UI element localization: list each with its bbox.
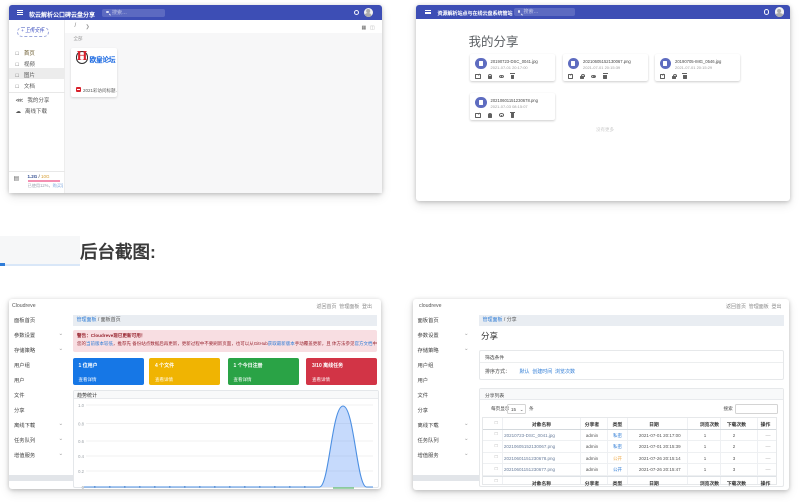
svg-text:0.2: 0.2 xyxy=(78,469,84,474)
svg-text:0.6: 0.6 xyxy=(78,439,84,444)
svg-text:0.4: 0.4 xyxy=(78,454,84,459)
svg-text:0: 0 xyxy=(81,485,84,490)
svg-text:0.8: 0.8 xyxy=(78,422,84,427)
svg-text:1.0: 1.0 xyxy=(78,403,84,408)
